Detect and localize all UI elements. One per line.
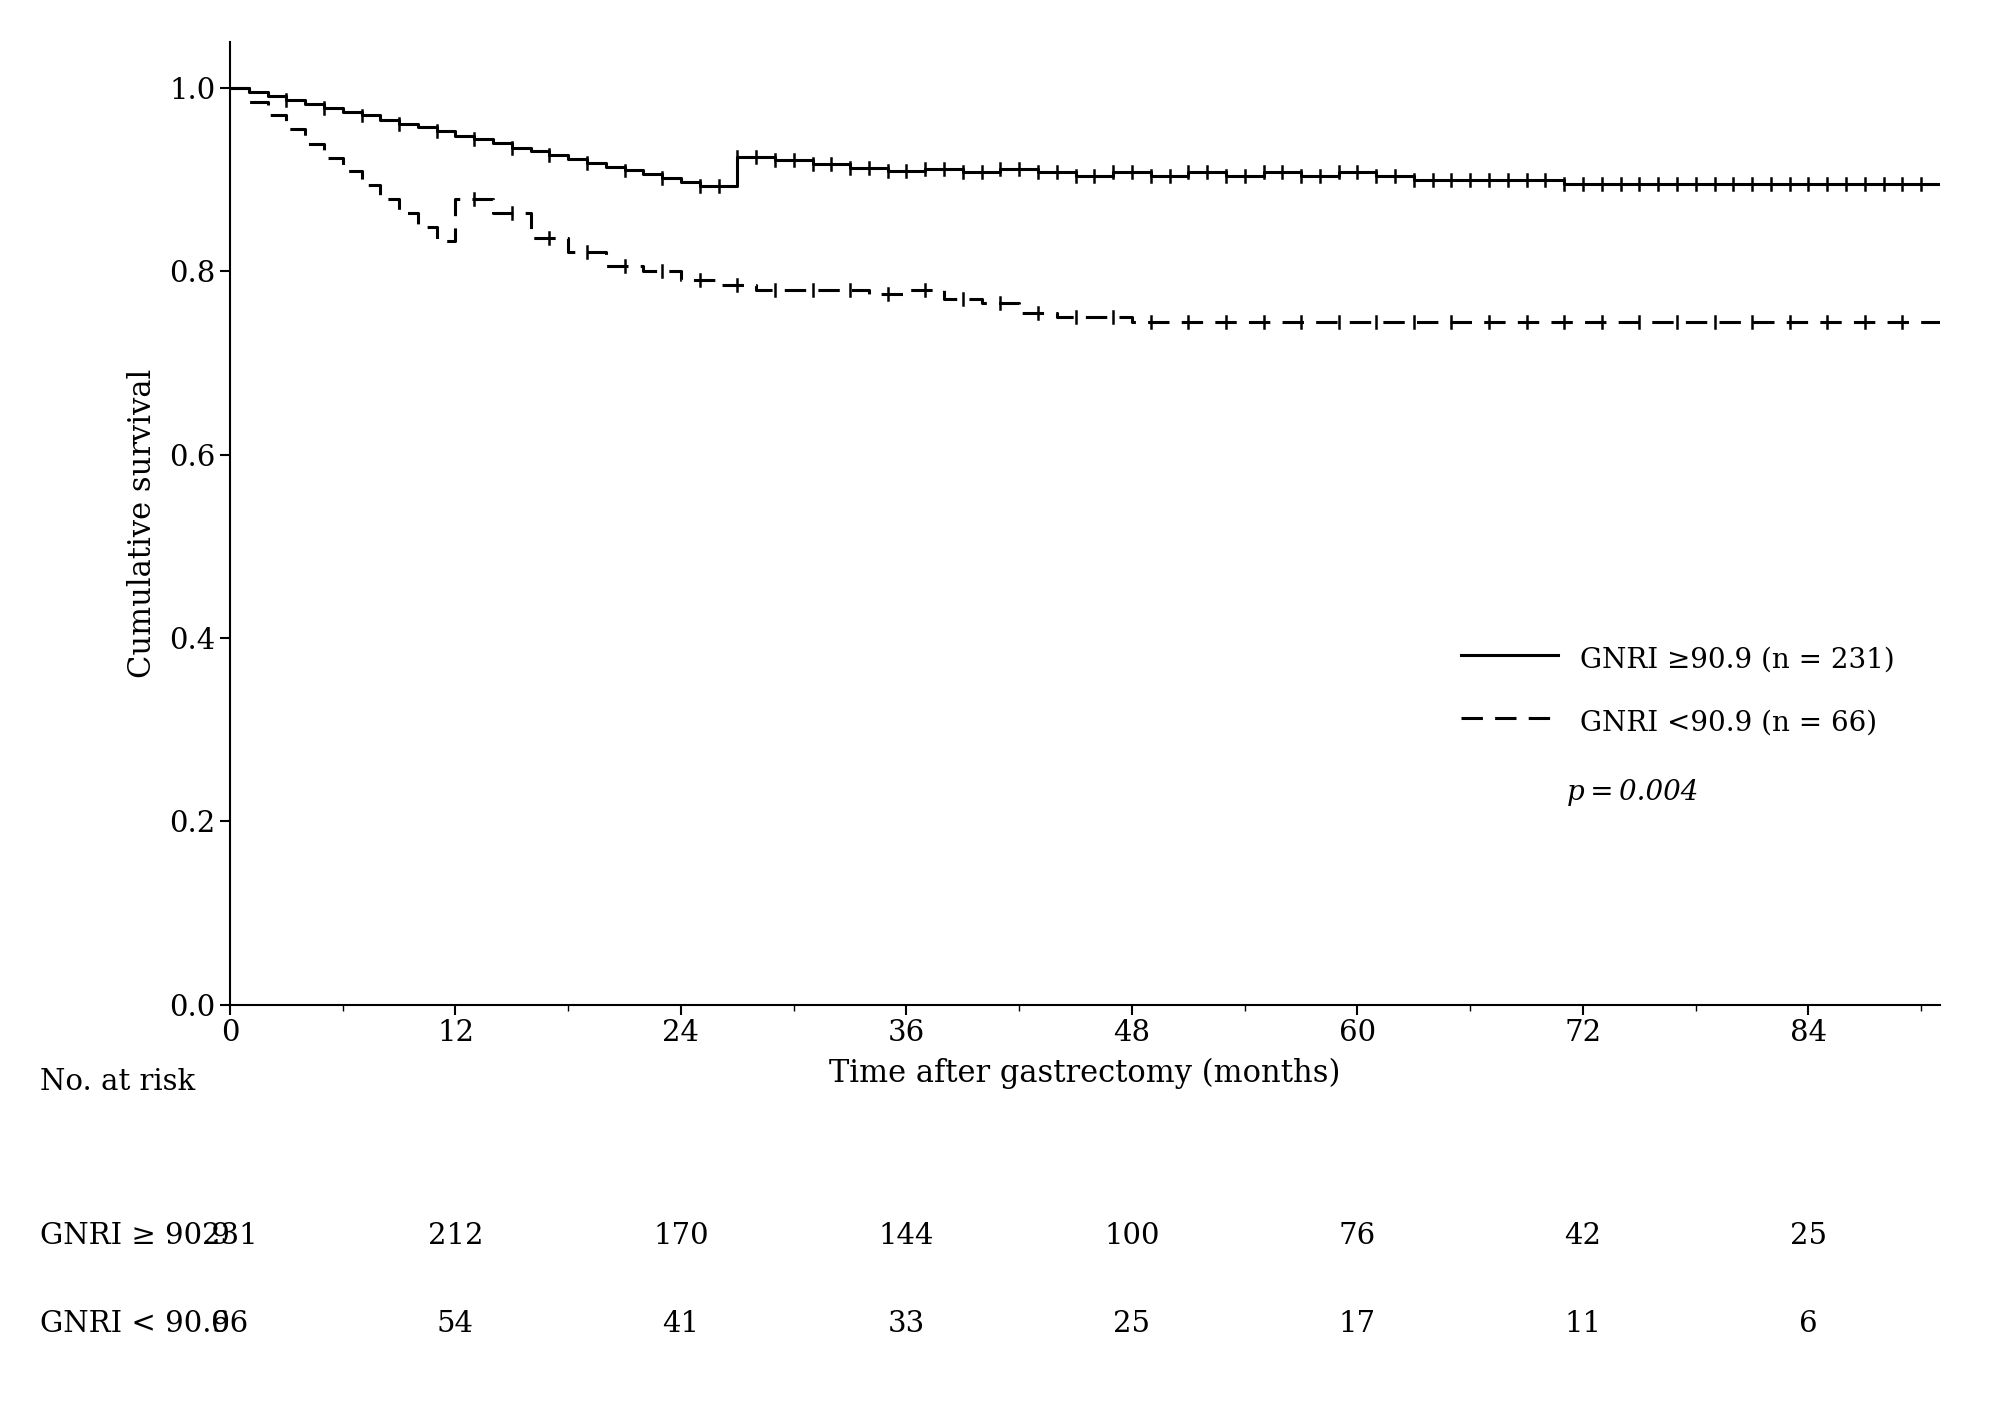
Text: 6: 6 bbox=[1800, 1309, 1818, 1338]
Text: GNRI ≥ 90.9: GNRI ≥ 90.9 bbox=[40, 1222, 230, 1250]
X-axis label: Time after gastrectomy (months): Time after gastrectomy (months) bbox=[830, 1058, 1340, 1089]
Text: 100: 100 bbox=[1104, 1222, 1160, 1250]
Text: 25: 25 bbox=[1790, 1222, 1826, 1250]
Text: No. at risk: No. at risk bbox=[40, 1068, 196, 1096]
Text: 231: 231 bbox=[202, 1222, 258, 1250]
Text: 17: 17 bbox=[1338, 1309, 1376, 1338]
Text: 54: 54 bbox=[436, 1309, 474, 1338]
Legend: GNRI ≥90.9 (n = 231), GNRI <90.9 (n = 66): GNRI ≥90.9 (n = 231), GNRI <90.9 (n = 66… bbox=[1448, 629, 1910, 750]
Text: 144: 144 bbox=[878, 1222, 934, 1250]
Text: 170: 170 bbox=[654, 1222, 708, 1250]
Text: 212: 212 bbox=[428, 1222, 484, 1250]
Text: 41: 41 bbox=[662, 1309, 700, 1338]
Text: 66: 66 bbox=[212, 1309, 248, 1338]
Text: 76: 76 bbox=[1338, 1222, 1376, 1250]
Text: 25: 25 bbox=[1114, 1309, 1150, 1338]
Text: p = 0.004: p = 0.004 bbox=[1566, 780, 1698, 806]
Y-axis label: Cumulative survival: Cumulative survival bbox=[126, 368, 158, 679]
Text: 42: 42 bbox=[1564, 1222, 1602, 1250]
Text: 11: 11 bbox=[1564, 1309, 1602, 1338]
Text: GNRI < 90.9: GNRI < 90.9 bbox=[40, 1309, 230, 1338]
Text: 33: 33 bbox=[888, 1309, 926, 1338]
